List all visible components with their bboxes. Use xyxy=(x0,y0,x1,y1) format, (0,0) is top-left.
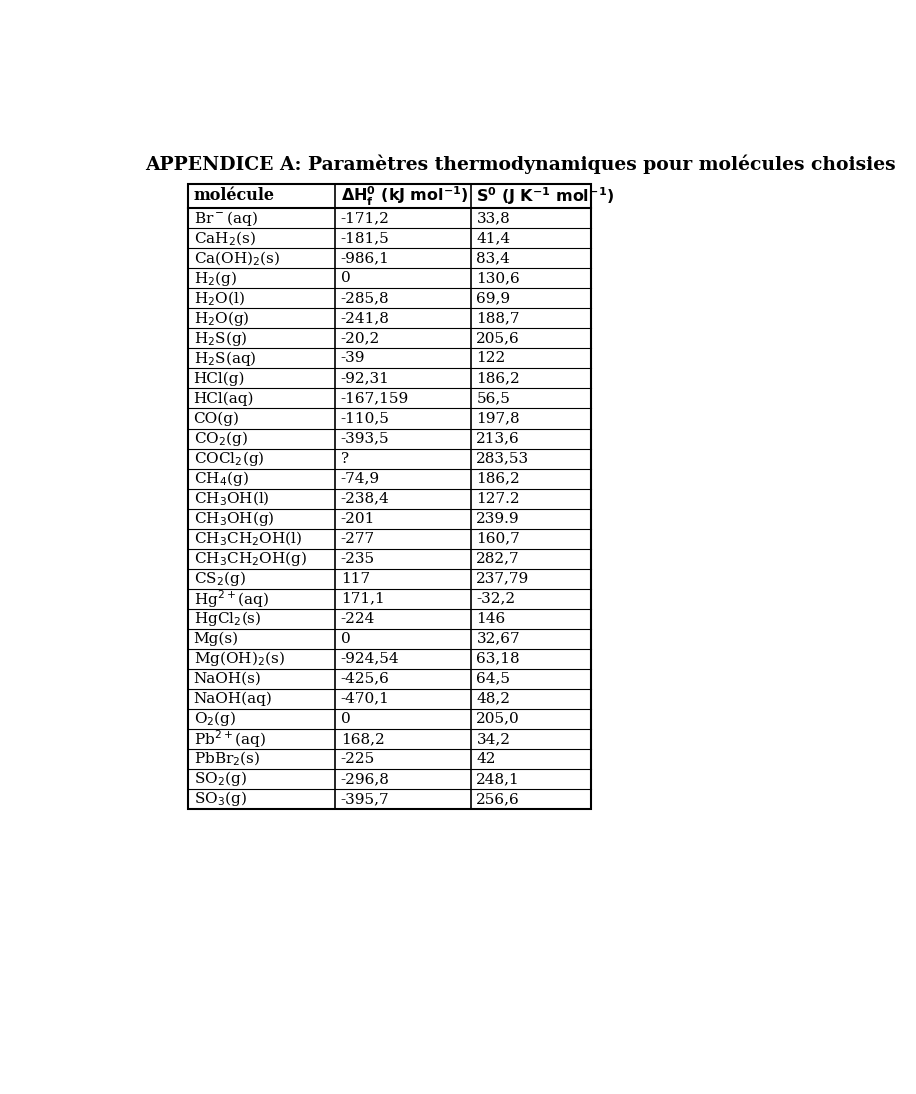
Text: 168,2: 168,2 xyxy=(341,732,385,746)
Text: Ca(OH)$_2$(s): Ca(OH)$_2$(s) xyxy=(193,249,280,268)
Bar xyxy=(188,184,591,808)
Text: 237,79: 237,79 xyxy=(476,572,529,585)
Text: SO$_2$(g): SO$_2$(g) xyxy=(193,769,246,789)
Text: O$_2$(g): O$_2$(g) xyxy=(193,709,236,729)
Text: 146: 146 xyxy=(476,612,506,626)
Text: 34,2: 34,2 xyxy=(476,732,510,746)
Text: HCl(g): HCl(g) xyxy=(193,371,245,386)
Text: PbBr$_2$(s): PbBr$_2$(s) xyxy=(193,749,260,768)
Text: -201: -201 xyxy=(341,512,376,525)
Text: 48,2: 48,2 xyxy=(476,691,510,706)
Text: H$_2$(g): H$_2$(g) xyxy=(193,269,236,288)
Text: 239.9: 239.9 xyxy=(476,512,520,525)
Text: 42: 42 xyxy=(476,752,496,766)
Text: 205,0: 205,0 xyxy=(476,712,520,725)
Text: $\mathbf{\Delta H^0_f}$ $\mathbf{(kJ\ mol^{-1})}$: $\mathbf{\Delta H^0_f}$ $\mathbf{(kJ\ mo… xyxy=(341,185,468,208)
Text: -470,1: -470,1 xyxy=(341,691,389,706)
Text: CaH$_2$(s): CaH$_2$(s) xyxy=(193,229,256,247)
Text: -296,8: -296,8 xyxy=(341,772,389,785)
Text: 32,67: 32,67 xyxy=(476,631,520,645)
Text: 171,1: 171,1 xyxy=(341,592,385,606)
Text: 0: 0 xyxy=(341,271,351,286)
Text: 56,5: 56,5 xyxy=(476,392,510,406)
Text: 186,2: 186,2 xyxy=(476,472,520,486)
Text: -425,6: -425,6 xyxy=(341,672,389,686)
Text: 0: 0 xyxy=(341,631,351,645)
Text: -110,5: -110,5 xyxy=(341,411,389,426)
Text: 33,8: 33,8 xyxy=(476,211,510,225)
Text: 41,4: 41,4 xyxy=(476,231,510,245)
Text: 64,5: 64,5 xyxy=(476,672,510,686)
Text: 213,6: 213,6 xyxy=(476,431,520,445)
Text: Mg(OH)$_2$(s): Mg(OH)$_2$(s) xyxy=(193,649,285,668)
Text: 197,8: 197,8 xyxy=(476,411,520,426)
Text: -277: -277 xyxy=(341,532,375,546)
Text: 160,7: 160,7 xyxy=(476,532,520,546)
Text: -924,54: -924,54 xyxy=(341,652,399,666)
Text: CH$_4$(g): CH$_4$(g) xyxy=(193,469,248,488)
Text: 83,4: 83,4 xyxy=(476,252,510,266)
Text: 283,53: 283,53 xyxy=(476,452,529,466)
Text: 117: 117 xyxy=(341,572,370,585)
Text: CH$_3$CH$_2$OH(l): CH$_3$CH$_2$OH(l) xyxy=(193,529,301,548)
Text: Hg$^{2+}$(aq): Hg$^{2+}$(aq) xyxy=(193,587,268,609)
Text: -32,2: -32,2 xyxy=(476,592,516,606)
Text: CO(g): CO(g) xyxy=(193,411,240,426)
Text: -167,159: -167,159 xyxy=(341,392,409,406)
Text: -171,2: -171,2 xyxy=(341,211,389,225)
Text: CH$_3$CH$_2$OH(g): CH$_3$CH$_2$OH(g) xyxy=(193,549,307,568)
Text: NaOH(s): NaOH(s) xyxy=(193,672,261,686)
Text: H$_2$S(aq): H$_2$S(aq) xyxy=(193,349,256,368)
Text: -285,8: -285,8 xyxy=(341,291,389,305)
Text: APPENDICE A: Paramètres thermodynamiques pour molécules choisies: APPENDICE A: Paramètres thermodynamiques… xyxy=(146,154,896,174)
Text: H$_2$O(l): H$_2$O(l) xyxy=(193,289,245,307)
Text: 256,6: 256,6 xyxy=(476,792,520,806)
Text: -235: -235 xyxy=(341,551,375,566)
Text: -241,8: -241,8 xyxy=(341,312,389,325)
Text: molécule: molécule xyxy=(193,187,275,205)
Text: 130,6: 130,6 xyxy=(476,271,520,286)
Text: 122: 122 xyxy=(476,351,506,365)
Text: HCl(aq): HCl(aq) xyxy=(193,392,254,406)
Text: -92,31: -92,31 xyxy=(341,372,389,385)
Text: -986,1: -986,1 xyxy=(341,252,389,266)
Text: 248,1: 248,1 xyxy=(476,772,520,785)
Text: -39: -39 xyxy=(341,351,365,365)
Text: -395,7: -395,7 xyxy=(341,792,389,806)
Text: 186,2: 186,2 xyxy=(476,372,520,385)
Text: NaOH(aq): NaOH(aq) xyxy=(193,691,272,706)
Text: 63,18: 63,18 xyxy=(476,652,520,666)
Text: H$_2$S(g): H$_2$S(g) xyxy=(193,329,247,348)
Text: CO$_2$(g): CO$_2$(g) xyxy=(193,429,247,449)
Text: CH$_3$OH(g): CH$_3$OH(g) xyxy=(193,509,274,528)
Text: HgCl$_2$(s): HgCl$_2$(s) xyxy=(193,609,261,628)
Text: 188,7: 188,7 xyxy=(476,312,520,325)
Text: CH$_3$OH(l): CH$_3$OH(l) xyxy=(193,489,269,508)
Text: H$_2$O(g): H$_2$O(g) xyxy=(193,309,249,328)
Text: Mg(s): Mg(s) xyxy=(193,631,239,645)
Text: 0: 0 xyxy=(341,712,351,725)
Text: CS$_2$(g): CS$_2$(g) xyxy=(193,569,245,589)
Text: 127.2: 127.2 xyxy=(476,491,520,505)
Text: -181,5: -181,5 xyxy=(341,231,389,245)
Text: -74,9: -74,9 xyxy=(341,472,380,486)
Text: -238,4: -238,4 xyxy=(341,491,389,505)
Text: Br$^-$(aq): Br$^-$(aq) xyxy=(193,209,257,228)
Text: $\mathbf{S^0}$ $\mathbf{(J\ K^{-1}\ mol^{-1})}$: $\mathbf{S^0}$ $\mathbf{(J\ K^{-1}\ mol^… xyxy=(476,185,615,207)
Text: -20,2: -20,2 xyxy=(341,331,380,346)
Text: -224: -224 xyxy=(341,612,376,626)
Text: 69,9: 69,9 xyxy=(476,291,510,305)
Text: -225: -225 xyxy=(341,752,375,766)
Text: Pb$^{2+}$(aq): Pb$^{2+}$(aq) xyxy=(193,728,266,749)
Text: SO$_3$(g): SO$_3$(g) xyxy=(193,790,246,808)
Text: ?: ? xyxy=(341,452,349,466)
Text: -393,5: -393,5 xyxy=(341,431,389,445)
Text: 282,7: 282,7 xyxy=(476,551,520,566)
Text: COCl$_2$(g): COCl$_2$(g) xyxy=(193,449,264,468)
Text: 205,6: 205,6 xyxy=(476,331,520,346)
